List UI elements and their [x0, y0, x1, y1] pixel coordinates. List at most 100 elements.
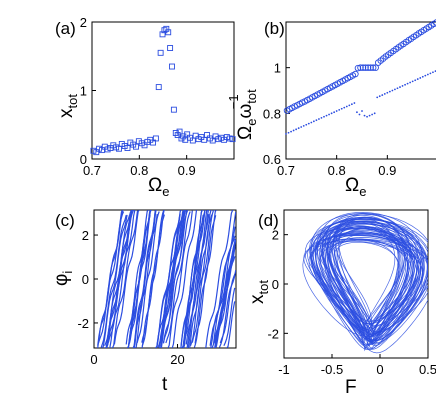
data-point-dot	[353, 102, 356, 104]
data-point-circle	[372, 64, 379, 71]
data-point-dot	[381, 94, 384, 96]
attractor-loop	[321, 217, 419, 349]
data-point-dot	[366, 115, 368, 118]
panel-b-xtick-label: 0.8	[328, 163, 346, 178]
attractor-loop	[309, 218, 428, 354]
data-point	[169, 63, 175, 70]
panel-b-xticks: 0.7 0.8 0.9	[277, 155, 396, 178]
panel-b: (b) 0.7 0.8 0.9 0.6 0.8 1 Ωe Ωeωtot−1	[226, 19, 436, 199]
panel-c-xticks: 0 20	[90, 344, 185, 367]
phase-line	[182, 210, 206, 348]
data-point-dot	[305, 123, 308, 126]
data-point-dot	[432, 71, 434, 74]
panel-a-ytick-label: 2	[80, 15, 87, 30]
panel-d-xtick-label: -1	[278, 362, 290, 377]
data-point-dot	[373, 112, 376, 115]
panel-a-ytick-label: 1	[80, 84, 87, 99]
data-point-dot	[328, 113, 330, 116]
phase-line	[97, 210, 124, 346]
data-point	[155, 84, 162, 91]
data-point-dot	[315, 119, 318, 122]
data-point-dot	[386, 91, 389, 94]
data-point-dot	[376, 96, 379, 99]
data-point-dot	[307, 122, 310, 125]
data-point-dot	[406, 82, 409, 85]
data-point-circle	[357, 64, 364, 71]
data-point-dot	[426, 73, 429, 76]
phase-line	[141, 210, 165, 348]
data-point-dot	[287, 131, 290, 134]
data-point-dot	[404, 83, 406, 86]
attractor-loop	[302, 234, 424, 337]
phase-line	[111, 210, 139, 348]
phase-line	[167, 210, 193, 348]
data-point-dot	[333, 111, 336, 114]
data-point-dot	[348, 104, 351, 107]
panel-b-yticks: 0.6 0.8 1	[263, 61, 290, 167]
phase-line	[186, 210, 209, 348]
phase-line	[218, 270, 236, 348]
phase-line	[162, 210, 189, 343]
panel-d-label: (d)	[258, 211, 279, 230]
phase-line	[109, 210, 136, 348]
data-point-dot	[424, 74, 427, 77]
data-point-dot	[391, 89, 394, 92]
panel-c-label: (c)	[55, 211, 75, 230]
data-point-dot	[361, 110, 363, 112]
panel-d-xticks: -1 -0.5 0 0.5	[278, 354, 436, 377]
panel-b-label: (b)	[264, 19, 285, 38]
panel-c-xtick-label: 20	[170, 352, 184, 367]
phase-line	[223, 287, 236, 347]
data-point	[133, 143, 139, 150]
panel-b-ylabel: Ωeωtot−1	[226, 89, 259, 140]
data-point-dot	[318, 118, 320, 120]
panel-d-xtick-label: 0.5	[419, 362, 436, 377]
attractor-loop	[332, 218, 399, 349]
panel-c-yticks: -2 0 2	[77, 228, 98, 331]
data-point-dot	[416, 78, 419, 80]
attractor-loop	[338, 220, 407, 343]
phase-line	[133, 210, 157, 348]
data-point-dot	[350, 103, 353, 106]
data-point-circle	[364, 64, 372, 71]
data-point-dot	[414, 79, 417, 82]
phase-line	[128, 210, 152, 346]
panel-a-xlabel: Ωe	[148, 175, 169, 199]
attractor-loop	[318, 226, 428, 346]
data-point-dot	[297, 127, 300, 130]
phase-line	[205, 210, 234, 348]
panel-b-marks	[283, 19, 436, 135]
data-point	[167, 45, 174, 51]
phase-line	[104, 214, 131, 347]
panel-d-ylabel: xtot	[247, 280, 271, 304]
data-point-dot	[409, 81, 412, 84]
attractor-loop	[319, 240, 417, 322]
data-point-circle	[352, 70, 359, 78]
data-point-dot	[302, 124, 305, 127]
phase-line	[214, 238, 236, 348]
data-point-circle	[367, 64, 374, 71]
attractor-loop	[333, 241, 400, 325]
data-point-dot	[320, 117, 323, 119]
data-point-dot	[338, 109, 341, 111]
phase-line	[158, 210, 185, 346]
panel-b-axes-box	[285, 21, 436, 160]
panel-d-ytick-label: -2	[267, 326, 279, 341]
data-point-dot	[421, 75, 424, 78]
data-point-circle	[362, 64, 369, 71]
data-point-dot	[292, 129, 295, 132]
data-point-dot	[335, 110, 338, 112]
data-point-dot	[396, 87, 399, 90]
panel-b-xtick-label: 0.7	[277, 163, 295, 178]
data-point-dot	[330, 112, 333, 115]
panel-d-xtick-label: 0	[376, 362, 383, 377]
data-point-circle	[369, 64, 377, 71]
data-point-dot	[356, 111, 358, 114]
panel-a-label: (a)	[55, 19, 76, 38]
panel-a: (a) 0.7 0.8 0.9 0 1 2 Ωe xtot	[55, 15, 236, 199]
data-point-dot	[388, 90, 391, 93]
panel-a-xticks: 0.7 0.8 0.9	[83, 155, 196, 178]
data-point-dot	[312, 120, 315, 123]
panel-c-ytick-label: 0	[82, 272, 89, 287]
